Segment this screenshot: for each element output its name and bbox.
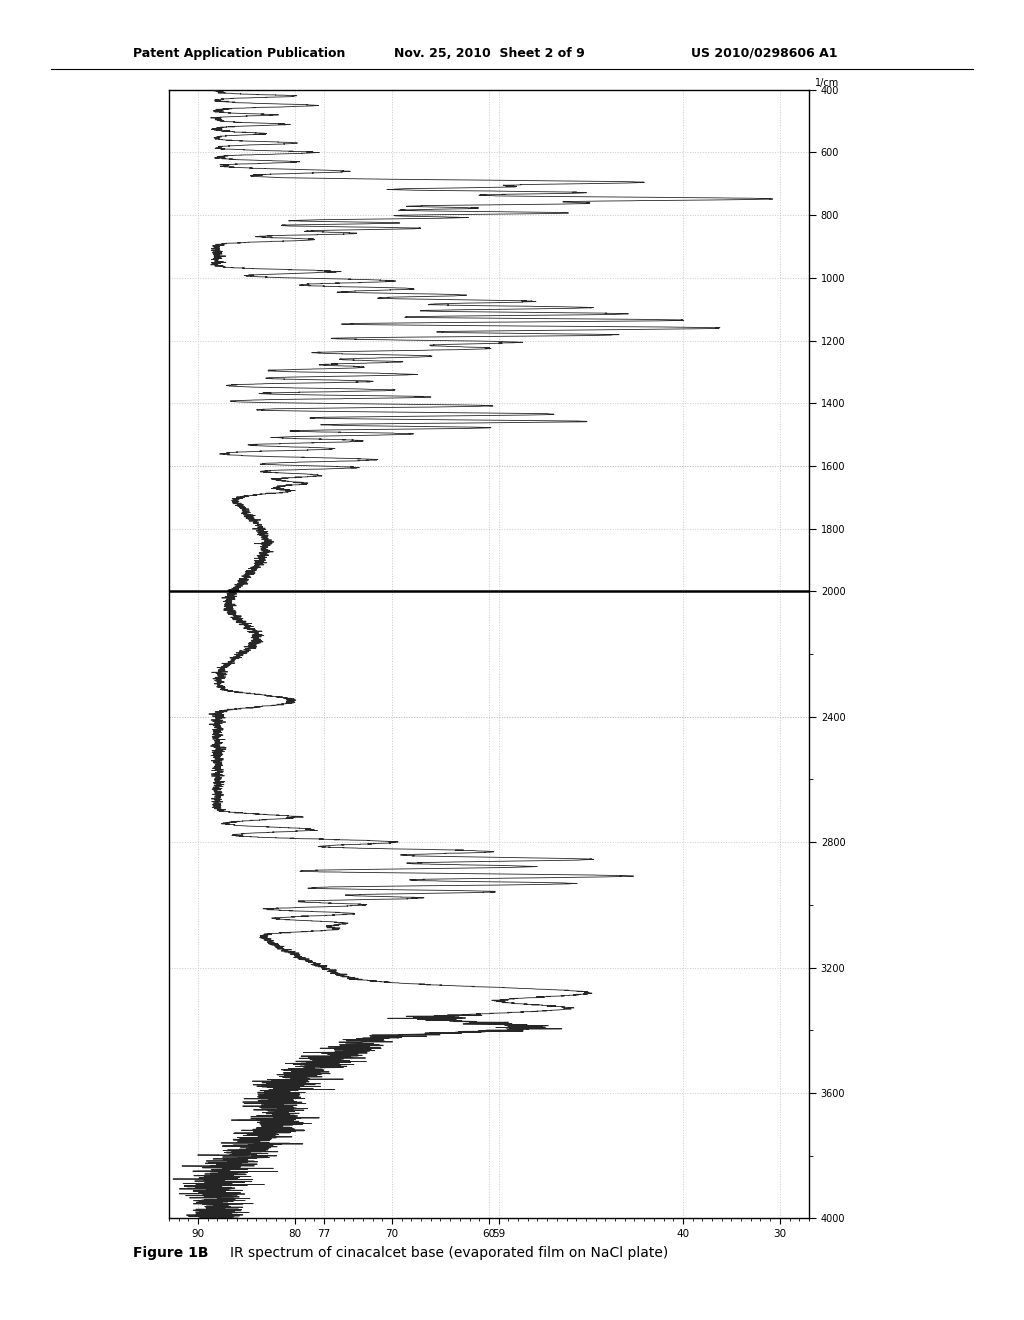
Text: Patent Application Publication: Patent Application Publication <box>133 46 345 59</box>
Text: Figure 1B: Figure 1B <box>133 1246 209 1259</box>
Text: US 2010/0298606 A1: US 2010/0298606 A1 <box>691 46 838 59</box>
Text: Nov. 25, 2010  Sheet 2 of 9: Nov. 25, 2010 Sheet 2 of 9 <box>394 46 585 59</box>
Text: 1/cm: 1/cm <box>815 78 840 87</box>
Text: IR spectrum of cinacalcet base (evaporated film on NaCl plate): IR spectrum of cinacalcet base (evaporat… <box>230 1246 669 1259</box>
